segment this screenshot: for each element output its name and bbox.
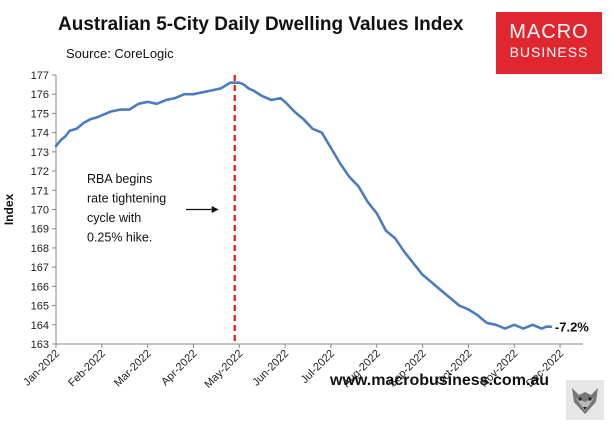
y-tick-label: 163 — [31, 339, 49, 351]
logo-line-1: MACRO — [509, 21, 589, 43]
y-axis-title: Index — [2, 194, 16, 226]
y-tick-label: 170 — [31, 205, 49, 217]
x-tick-label: Mar-2022 — [112, 348, 154, 390]
x-tick-label: Apr-2022 — [159, 348, 199, 388]
y-tick-label: 177 — [31, 70, 49, 82]
fox-mascot-icon — [566, 380, 604, 420]
annotation-arrowhead — [211, 206, 219, 213]
y-tick-label: 166 — [31, 281, 49, 293]
x-tick-label: May-2022 — [202, 348, 245, 391]
annotation-text: RBA begins — [87, 172, 152, 186]
website-url[interactable]: www.macrobusiness.com.au — [330, 372, 550, 389]
y-tick-label: 167 — [31, 262, 49, 274]
chart-title: Australian 5-City Daily Dwelling Values … — [58, 14, 464, 35]
annotation-text: 0.25% hike. — [87, 231, 152, 245]
y-tick-label: 169 — [31, 224, 49, 236]
y-tick-label: 168 — [31, 243, 49, 255]
x-tick-label: Jun-2022 — [250, 348, 291, 389]
y-tick-label: 175 — [31, 108, 49, 120]
y-tick-label: 164 — [31, 320, 49, 332]
y-tick-label: 176 — [31, 89, 49, 101]
y-tick-label: 172 — [31, 166, 49, 178]
logo-line-2: BUSINESS — [509, 44, 589, 60]
series-line — [54, 81, 553, 330]
x-tick-label: Jan-2022 — [21, 348, 62, 389]
annotation-text: rate tightening — [87, 192, 166, 206]
annotation-text: cycle with — [87, 211, 141, 225]
y-tick-label: 165 — [31, 301, 49, 313]
macrobusiness-logo: MACRO BUSINESS — [496, 12, 602, 74]
chart-source: Source: CoreLogic — [66, 46, 174, 61]
y-tick-label: 173 — [31, 147, 49, 159]
chart-marks: RBA begins rate tightening cycle with 0.25%… — [54, 75, 589, 344]
y-tick-label: 174 — [31, 128, 49, 140]
x-tick-label: Feb-2022 — [66, 348, 108, 390]
y-tick-label: 171 — [31, 185, 49, 197]
end-change-label: -7.2% — [555, 320, 589, 335]
